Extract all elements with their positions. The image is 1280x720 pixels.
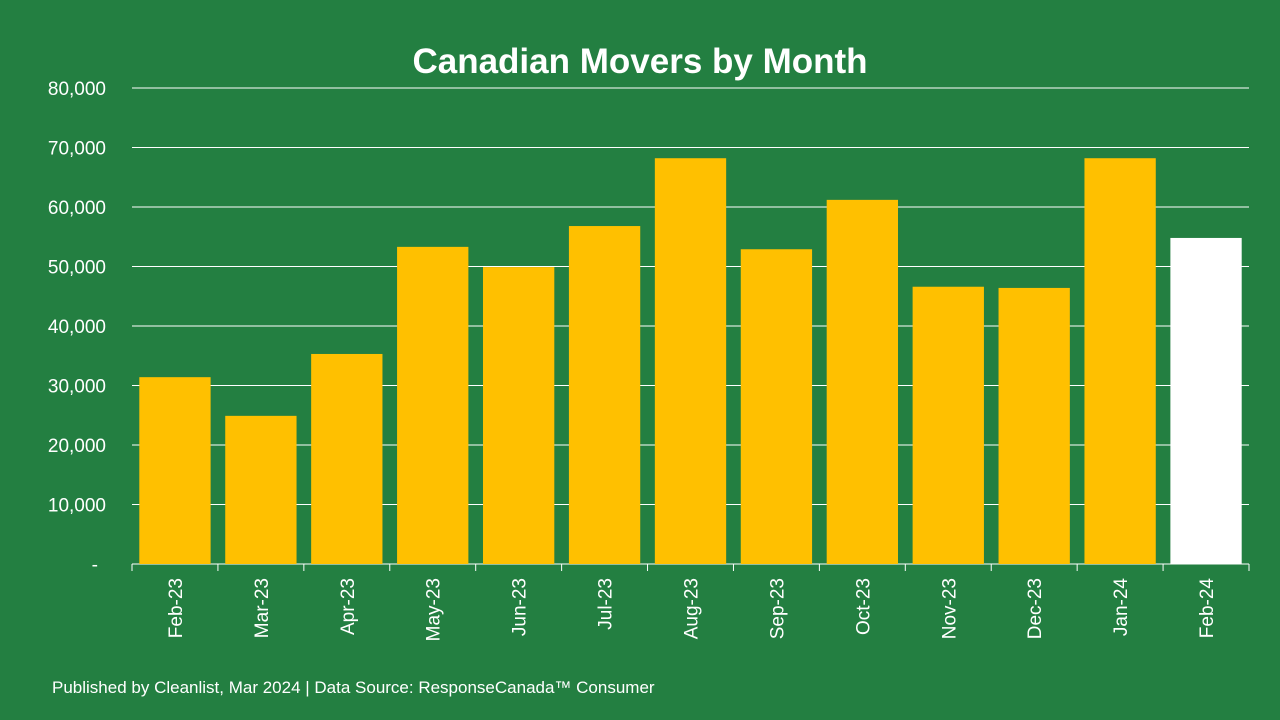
x-tick-label: Sep-23 [767, 578, 788, 639]
bar [225, 415, 297, 564]
bar [139, 377, 211, 564]
y-tick-label: 40,000 [48, 317, 106, 338]
bar [397, 246, 469, 565]
footer-source: Published by Cleanlist, Mar 2024 | Data … [52, 678, 655, 697]
x-tick-label: Jul-23 [596, 578, 617, 630]
chart-title: Canadian Movers by Month [412, 42, 868, 81]
x-tick-label: Jan-24 [1111, 578, 1132, 637]
y-tick-label: 70,000 [48, 139, 106, 160]
y-tick-label: 30,000 [48, 377, 106, 398]
bar [912, 286, 984, 564]
bar [568, 226, 641, 565]
x-tick-label: Jun-23 [510, 578, 531, 636]
x-tick-label: Aug-23 [682, 578, 703, 639]
y-tick-label: 60,000 [48, 198, 106, 219]
x-tick-label: Dec-23 [1025, 578, 1046, 639]
y-tick-label: - [92, 555, 98, 576]
bar [998, 287, 1070, 564]
x-tick-label: Oct-23 [853, 578, 874, 635]
bar [826, 199, 899, 565]
x-tick-label: Mar-23 [252, 578, 273, 638]
bar [482, 267, 555, 564]
bar [740, 249, 813, 564]
x-tick-label: Nov-23 [939, 578, 960, 639]
y-tick-label: 50,000 [48, 258, 106, 279]
bar [1170, 237, 1242, 564]
x-tick-label: May-23 [424, 578, 445, 641]
bar [654, 158, 727, 564]
x-tick-label: Feb-23 [166, 578, 187, 638]
bar [1084, 158, 1156, 564]
y-tick-label: 20,000 [48, 436, 106, 457]
x-tick-label: Feb-24 [1197, 578, 1218, 639]
x-tick-label: Apr-23 [338, 578, 359, 635]
y-tick-label: 10,000 [48, 496, 106, 517]
y-tick-label: 80,000 [48, 79, 106, 100]
bar [311, 353, 383, 564]
